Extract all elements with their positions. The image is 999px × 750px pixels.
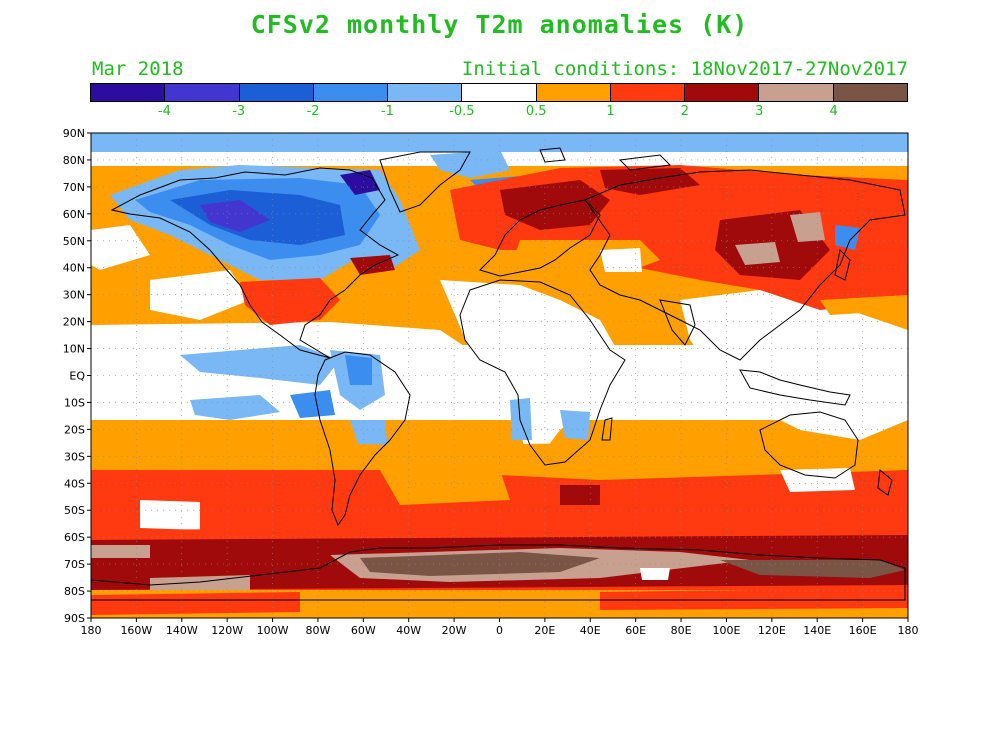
lon-label: 80W (306, 624, 331, 637)
lon-label: 160W (120, 624, 152, 637)
colorbar-swatch (313, 84, 389, 101)
coast-new-zealand (877, 469, 893, 496)
colorbar-swatch (759, 84, 834, 101)
colorbar-swatch (536, 84, 611, 101)
colorbar-label: -1 (380, 104, 394, 119)
map-title: CFSv2 monthly T2m anomalies (K) (250, 10, 749, 39)
lon-label: 40W (396, 624, 421, 637)
lat-label: 80S (64, 585, 85, 598)
coast-south-america (314, 351, 411, 527)
coastlines (91, 147, 906, 601)
lat-label: 10S (64, 396, 85, 409)
lon-label: 140E (803, 624, 831, 637)
coast-north-america (110, 167, 400, 359)
lon-label: 80E (671, 624, 692, 637)
lat-label: 40S (64, 477, 85, 490)
lon-label: 60W (351, 624, 376, 637)
coast-new-zealand-islands (618, 154, 672, 171)
coast-africa (459, 279, 626, 466)
lat-label: 50S (64, 504, 85, 517)
lon-label: 0 (496, 624, 503, 637)
colorbar-swatch (685, 84, 760, 101)
coast-indonesia (739, 369, 851, 406)
longitude-axis: 180 160W 140W 120W 100W 80W 60W 40W 20W 0 20E 40E 60… (81, 618, 919, 637)
lat-label: 80N (63, 154, 85, 167)
graticule (91, 133, 908, 618)
anomaly-field (91, 133, 908, 618)
latitude-axis: 90N 80N 70N 60N 50N 40N 30N 20N 10N EQ 10S 20S 30S 40… (63, 127, 91, 625)
colorbar-swatch (610, 84, 686, 101)
lon-label: 160E (849, 624, 877, 637)
lat-label: 50N (63, 235, 85, 248)
colorbar-labels: -4 -3 -2 -1 -0.5 0.5 1 2 3 4 (90, 104, 908, 120)
lon-label: 100E (712, 624, 740, 637)
lat-label: 20S (64, 423, 85, 436)
colorbar-label: -3 (232, 104, 246, 119)
lat-label: 90S (64, 612, 85, 625)
lat-label: 20N (63, 316, 85, 329)
coast-svalbard (539, 147, 566, 163)
lat-label: 60N (63, 208, 85, 221)
lat-label: 60S (64, 531, 85, 544)
lat-label: 30N (63, 289, 85, 302)
colorbar-label: 2 (680, 104, 690, 119)
lon-label: 100W (257, 624, 289, 637)
coast-greenland (379, 151, 471, 213)
lat-label: 90N (63, 127, 85, 140)
colorbar-swatch (388, 84, 463, 101)
colorbar-label: -2 (306, 104, 320, 119)
lon-label: 20E (534, 624, 555, 637)
colorbar-swatch (91, 84, 166, 101)
coast-antarctica (91, 544, 906, 601)
lon-label: 120W (211, 624, 243, 637)
colorbar-swatch (239, 84, 314, 101)
lon-label: 180 (898, 624, 919, 637)
colorbar-swatch (165, 84, 240, 101)
initial-conditions: Initial conditions: 18Nov2017-27Nov2017 (461, 58, 908, 80)
lat-label: EQ (69, 370, 85, 383)
coast-madagascar (601, 417, 613, 441)
colorbar-swatch (833, 84, 907, 101)
coast-europe (479, 199, 601, 277)
forecast-month: Mar 2018 (92, 58, 184, 80)
coast-australia (759, 411, 859, 479)
coast-asia (584, 169, 906, 361)
lon-label: 140W (166, 624, 198, 637)
lon-label: 120E (758, 624, 786, 637)
colorbar-label: -0.5 (449, 104, 475, 119)
colorbar (90, 83, 908, 102)
colorbar-label: 0.5 (525, 104, 547, 119)
colorbar-swatch (462, 84, 537, 101)
lat-label: 70S (64, 558, 85, 571)
lon-label: 20W (442, 624, 467, 637)
lon-label: 60E (625, 624, 646, 637)
lon-label: 180 (81, 624, 102, 637)
lat-label: 30S (64, 450, 85, 463)
lat-label: 10N (63, 343, 85, 356)
coast-japan (834, 248, 851, 281)
coast-india (659, 299, 696, 346)
colorbar-label: 4 (829, 104, 838, 119)
lat-label: 40N (63, 262, 85, 275)
colorbar-label: -4 (157, 104, 171, 119)
lat-label: 70N (63, 181, 85, 194)
lon-label: 40E (580, 624, 601, 637)
colorbar-label: 1 (606, 104, 615, 119)
colorbar-label: 3 (755, 104, 764, 119)
